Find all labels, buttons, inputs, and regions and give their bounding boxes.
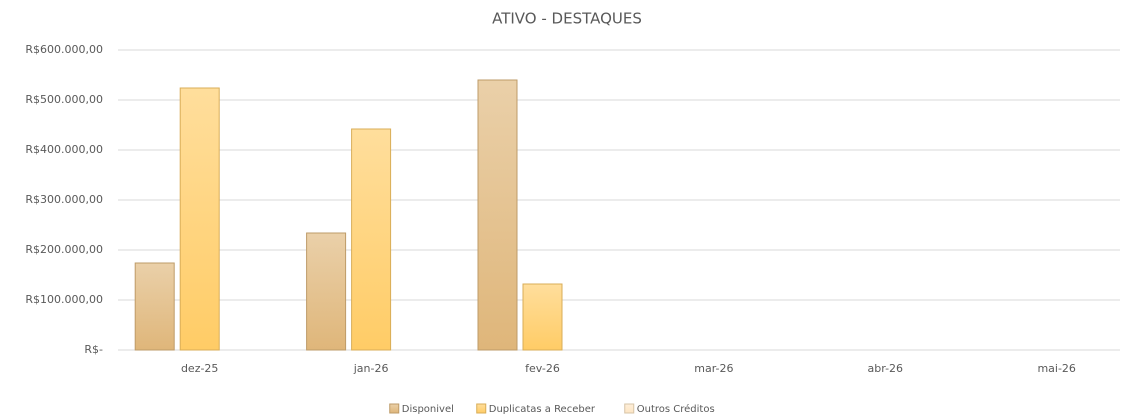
legend-swatch [476, 403, 487, 414]
bar [522, 283, 563, 351]
bar [351, 128, 392, 351]
legend-swatch [624, 403, 635, 414]
x-tick-label: abr-26 [868, 362, 904, 375]
bar [306, 232, 347, 351]
y-tick-label: R$300.000,00 [25, 193, 103, 206]
y-tick-label: R$200.000,00 [25, 243, 103, 256]
bar [134, 262, 175, 351]
y-tick-label: R$500.000,00 [25, 93, 103, 106]
y-tick-label: R$100.000,00 [25, 293, 103, 306]
y-tick-label: R$- [84, 343, 103, 356]
legend-swatch [389, 403, 400, 414]
bar [477, 79, 518, 351]
legend-label: Disponivel [402, 404, 454, 415]
x-tick-label: mar-26 [694, 362, 733, 375]
x-tick-label: jan-26 [353, 362, 389, 375]
bar [179, 87, 220, 351]
legend-label: Duplicatas a Receber [489, 404, 596, 415]
legend-label: Outros Créditos [637, 403, 715, 415]
x-tick-label: dez-25 [181, 362, 219, 375]
x-tick-label: fev-26 [525, 362, 560, 375]
chart-title: ATIVO - DESTAQUES [492, 10, 642, 28]
y-tick-label: R$600.000,00 [25, 43, 103, 56]
y-tick-label: R$400.000,00 [25, 143, 103, 156]
x-tick-label: mai-26 [1037, 362, 1075, 375]
